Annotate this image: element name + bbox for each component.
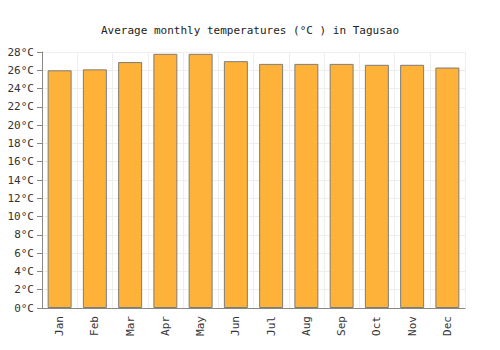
svg-text:Mar: Mar: [124, 316, 137, 336]
svg-text:10°C: 10°C: [8, 210, 35, 223]
svg-text:18°C: 18°C: [8, 137, 35, 150]
svg-text:Aug: Aug: [300, 316, 313, 336]
svg-text:4°C: 4°C: [14, 265, 34, 278]
svg-text:26°C: 26°C: [8, 64, 35, 77]
svg-text:Nov: Nov: [406, 316, 419, 336]
svg-text:Dec: Dec: [441, 316, 454, 336]
svg-text:14°C: 14°C: [8, 174, 35, 187]
svg-text:20°C: 20°C: [8, 119, 35, 132]
svg-text:0°C: 0°C: [14, 302, 34, 315]
svg-text:May: May: [194, 316, 207, 336]
svg-text:Jan: Jan: [53, 316, 66, 336]
svg-text:16°C: 16°C: [8, 155, 35, 168]
svg-text:22°C: 22°C: [8, 100, 35, 113]
svg-text:8°C: 8°C: [14, 228, 34, 241]
svg-text:6°C: 6°C: [14, 247, 34, 260]
svg-text:Average monthly temperatures (: Average monthly temperatures (°C ) in Ta…: [101, 24, 399, 37]
svg-text:12°C: 12°C: [8, 192, 35, 205]
svg-text:2°C: 2°C: [14, 283, 34, 296]
svg-text:Sep: Sep: [335, 316, 348, 336]
svg-text:Jul: Jul: [265, 316, 278, 336]
svg-text:Feb: Feb: [88, 316, 101, 336]
svg-text:28°C: 28°C: [8, 46, 35, 59]
svg-text:Jun: Jun: [229, 316, 242, 336]
svg-text:Apr: Apr: [159, 316, 172, 336]
svg-text:Oct: Oct: [370, 316, 383, 336]
svg-text:24°C: 24°C: [8, 82, 35, 95]
